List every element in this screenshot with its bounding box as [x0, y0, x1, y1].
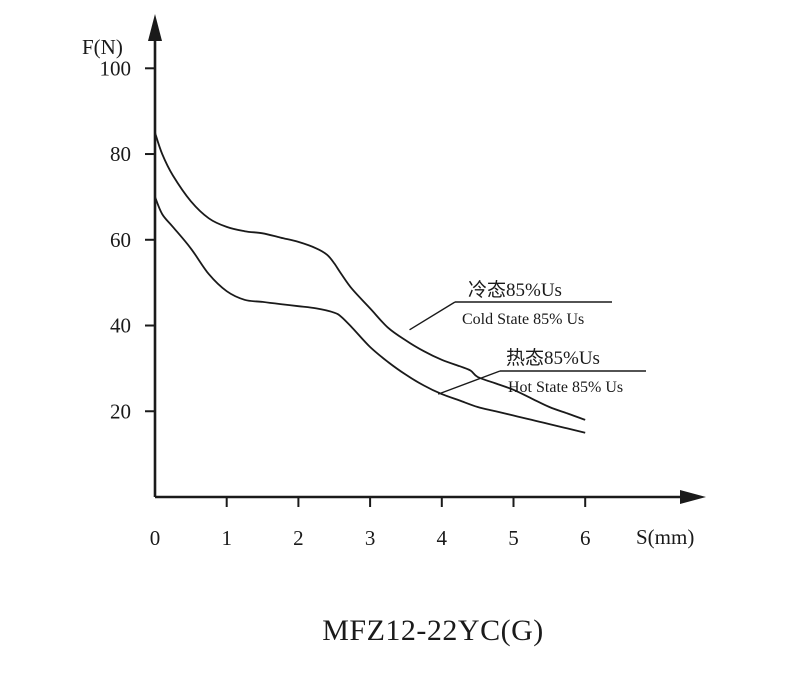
cold-state-label-en: Cold State 85% Us — [462, 311, 584, 328]
y-tick-label: 20 — [110, 399, 131, 423]
cold-state-label: 冷态85%Us — [468, 279, 562, 301]
x-tick-label: 2 — [293, 526, 304, 550]
hot-state-label-en: Hot State 85% Us — [508, 379, 623, 396]
x-axis-label: S(mm) — [636, 525, 694, 549]
x-axis-arrow-icon — [680, 490, 706, 504]
chart-title: MFZ12-22YC(G) — [322, 614, 544, 647]
hot-state-label: 热态85%Us — [506, 347, 600, 369]
cold-leader-line — [409, 301, 456, 331]
axes — [148, 14, 706, 504]
x-tick-label: 5 — [508, 526, 519, 550]
x-tick-label: 0 — [150, 526, 161, 550]
annotations: 冷态85%Us Cold State 85% Us 热态85%Us Hot State… — [409, 279, 646, 396]
ticks: 0 1 2 3 4 5 6 20 40 60 80 100 — [100, 56, 591, 550]
series-group — [154, 132, 586, 434]
y-axis-arrow-icon — [148, 14, 162, 41]
y-tick-label: 40 — [110, 314, 131, 338]
x-tick-label: 1 — [221, 526, 232, 550]
y-tick-label: 60 — [110, 228, 131, 252]
y-axis-label: F(N) — [82, 35, 123, 59]
x-tick-label: 3 — [365, 526, 376, 550]
x-tick-label: 4 — [437, 526, 448, 550]
hot-state-curve — [154, 196, 586, 434]
x-tick-label: 6 — [580, 526, 591, 550]
cold-state-curve — [154, 132, 586, 421]
hot-leader-line — [437, 370, 501, 395]
y-tick-label: 80 — [110, 142, 131, 166]
y-tick-label: 100 — [100, 56, 132, 80]
